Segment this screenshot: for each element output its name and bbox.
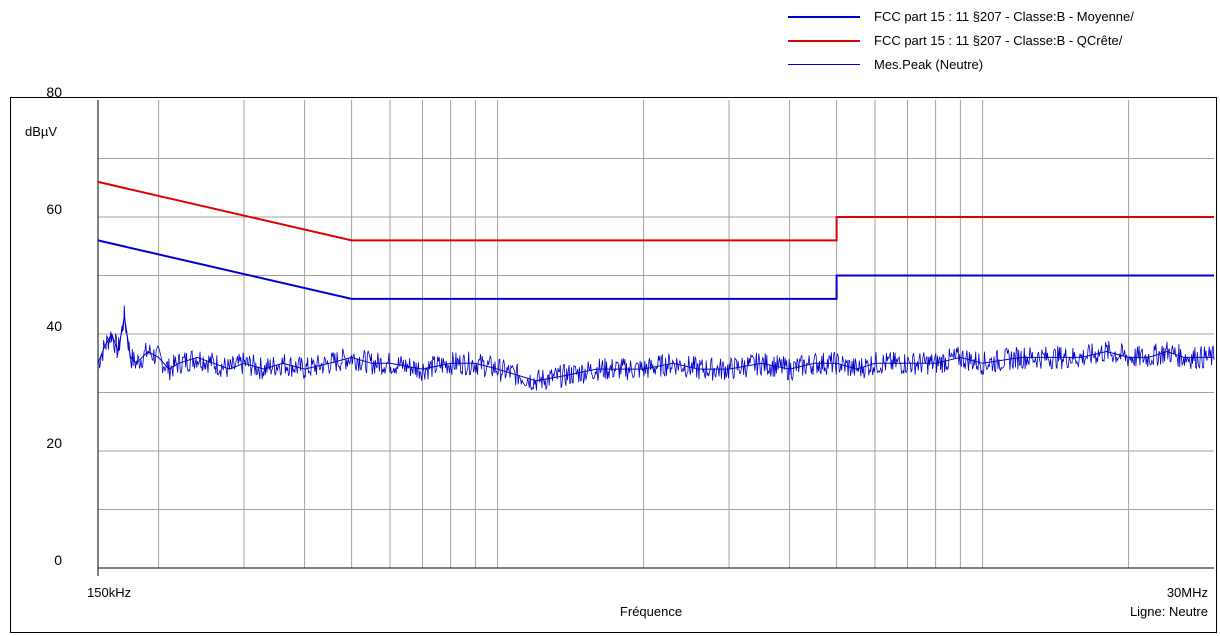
x-tick-label-start: 150kHz (87, 585, 132, 600)
y-unit-label: dBµV (25, 124, 58, 139)
x-axis-title: Fréquence (619, 604, 683, 619)
legend-item-peak-measurement: Mes.Peak (Neutre) (788, 54, 1218, 76)
y-tick-label: 20 (46, 435, 62, 451)
chart-plot (97, 100, 1215, 576)
legend: FCC part 15 : 11 §207 - Classe:B - Moyen… (788, 2, 1218, 78)
x-tick-label-end: 30MHz (1166, 585, 1208, 600)
legend-label-peak-measurement: Mes.Peak (Neutre) (874, 57, 984, 72)
legend-item-quasipeak-limit: FCC part 15 : 11 §207 - Classe:B - QCrêt… (788, 30, 1218, 52)
legend-swatch-average-limit (788, 16, 860, 18)
line-note: Ligne: Neutre (1129, 604, 1208, 619)
legend-label-average-limit: FCC part 15 : 11 §207 - Classe:B - Moyen… (874, 9, 1134, 24)
legend-swatch-quasipeak-limit (788, 40, 860, 42)
legend-swatch-peak-measurement (788, 64, 860, 65)
y-tick-label: 80 (46, 84, 62, 100)
legend-item-average-limit: FCC part 15 : 11 §207 - Classe:B - Moyen… (788, 6, 1218, 28)
y-tick-label: 0 (54, 552, 62, 568)
series-line-peak-detail (97, 305, 1215, 391)
y-tick-label: 40 (46, 318, 62, 334)
y-tick-label: 60 (46, 201, 62, 217)
chart-frame: dBµV 0 20 40 60 80 150kHz 30MHz Fréquence Li… (10, 84, 1217, 633)
series-line-average-limit (97, 239, 1214, 300)
series-line-quasipeak-limit (97, 180, 1214, 242)
legend-label-quasipeak-limit: FCC part 15 : 11 §207 - Classe:B - QCrêt… (874, 33, 1123, 48)
